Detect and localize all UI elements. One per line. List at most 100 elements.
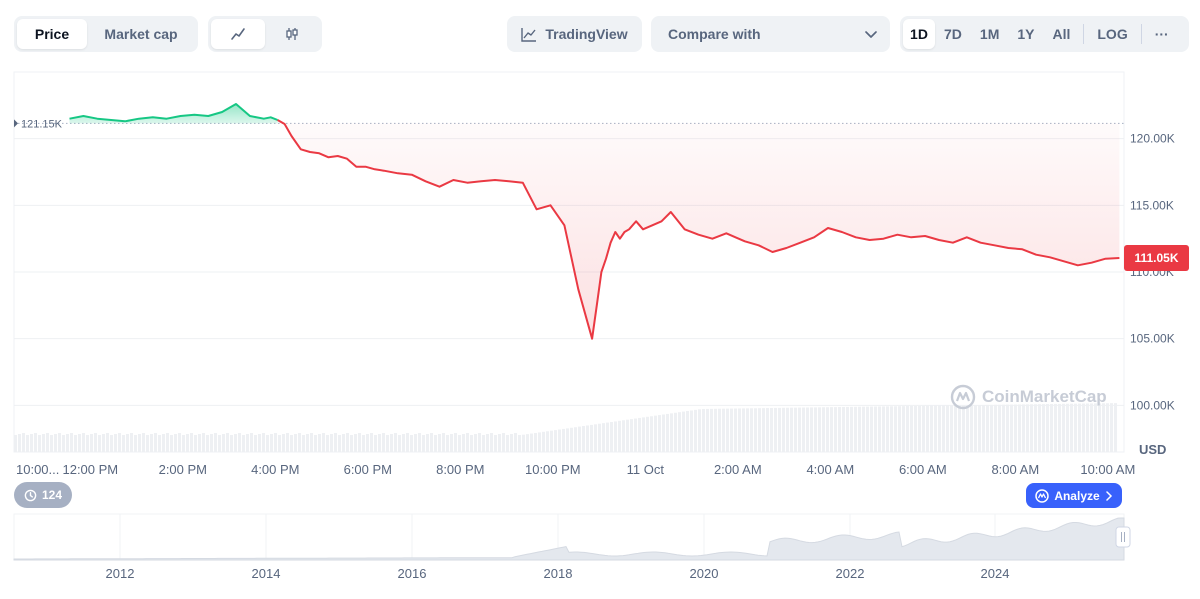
- volume-bar: [262, 433, 265, 452]
- volume-bar: [750, 408, 753, 452]
- volume-bar: [270, 434, 273, 452]
- range-all-button[interactable]: All: [1052, 26, 1071, 42]
- volume-bar: [1090, 403, 1093, 452]
- volume-bar: [606, 422, 609, 452]
- line-chart-button[interactable]: [211, 19, 265, 49]
- volume-bar: [134, 435, 137, 452]
- volume-bar: [914, 405, 917, 452]
- volume-bar: [810, 407, 813, 452]
- x-tick-label: 4:00 PM: [251, 462, 299, 477]
- volume-bar: [698, 409, 701, 452]
- volume-bar: [398, 435, 401, 452]
- volume-bar: [598, 423, 601, 452]
- market-cap-tab[interactable]: Market cap: [104, 26, 178, 42]
- volume-bar: [866, 406, 869, 452]
- volume-bar: [394, 433, 397, 452]
- volume-bar: [794, 407, 797, 452]
- volume-bar: [42, 434, 45, 452]
- volume-bar: [634, 418, 637, 452]
- volume-bar: [618, 420, 621, 452]
- volume-bar: [446, 435, 449, 452]
- volume-bar: [46, 433, 49, 452]
- volume-bar: [874, 406, 877, 452]
- volume-bar: [434, 435, 437, 452]
- volume-bar: [390, 434, 393, 452]
- volume-bar: [558, 429, 561, 452]
- tradingview-button[interactable]: TradingView: [507, 16, 642, 52]
- volume-bar: [738, 408, 741, 452]
- volume-bar: [622, 420, 625, 452]
- volume-bar: [786, 407, 789, 452]
- price-tab[interactable]: Price: [17, 19, 87, 49]
- volume-bar: [314, 435, 317, 452]
- volume-bar: [150, 434, 153, 452]
- volume-bar: [514, 433, 517, 452]
- analyze-button[interactable]: Analyze: [1026, 483, 1122, 508]
- volume-bar: [186, 434, 189, 452]
- range-1y-button[interactable]: 1Y: [1017, 26, 1035, 42]
- volume-bar: [250, 433, 253, 452]
- volume-bar: [338, 435, 341, 452]
- volume-bar: [690, 410, 693, 452]
- volume-bar: [238, 433, 241, 452]
- volume-bar: [322, 433, 325, 452]
- volume-bar: [466, 433, 469, 452]
- volume-bar: [474, 434, 477, 452]
- volume-bar: [1014, 404, 1017, 452]
- volume-bar: [682, 411, 685, 452]
- volume-bar: [254, 435, 257, 452]
- volume-bar: [266, 435, 269, 452]
- price-area-down: [277, 120, 1120, 339]
- more-options-button[interactable]: ···: [1154, 26, 1169, 42]
- volume-bar: [478, 433, 481, 452]
- volume-bar: [350, 435, 353, 452]
- trend-line-icon: [521, 28, 537, 42]
- volume-bar: [858, 406, 861, 452]
- volume-bar: [902, 406, 905, 452]
- volume-bar: [130, 433, 133, 452]
- volume-bar: [362, 435, 365, 452]
- y-tick-label: 120.00K: [1130, 132, 1175, 146]
- volume-bar: [574, 427, 577, 452]
- volume-bar: [198, 434, 201, 452]
- x-tick-label: 8:00 AM: [991, 462, 1039, 477]
- volume-bar: [1086, 403, 1089, 452]
- price-chart[interactable]: 100.00K105.00K110.00K115.00K120.00KUSD12…: [0, 60, 1200, 599]
- volume-bar: [418, 433, 421, 452]
- volume-bar: [862, 406, 865, 452]
- y-tick-label: 105.00K: [1130, 332, 1175, 346]
- volume-bar: [1054, 403, 1057, 452]
- volume-bar: [210, 434, 213, 452]
- line-chart-icon: [231, 28, 245, 40]
- volume-bar: [726, 408, 729, 452]
- volume-bar: [954, 405, 957, 452]
- volume-bar: [378, 434, 381, 452]
- range-7d-button[interactable]: 7D: [944, 26, 962, 42]
- volume-bar: [870, 406, 873, 452]
- log-scale-button[interactable]: LOG: [1097, 26, 1128, 42]
- tradingview-label: TradingView: [545, 26, 628, 42]
- history-clock-icon: [24, 489, 37, 501]
- volume-bar: [958, 405, 961, 452]
- volume-bar: [1102, 403, 1105, 452]
- chevron-right-icon: [1105, 490, 1112, 501]
- compare-with-dropdown[interactable]: Compare with: [651, 16, 890, 52]
- volume-bar: [82, 433, 85, 452]
- history-counter-badge[interactable]: 124: [14, 482, 72, 508]
- volume-bar: [562, 428, 565, 452]
- volume-bar: [242, 435, 245, 452]
- volume-bar: [854, 406, 857, 452]
- volume-bar: [1058, 403, 1061, 452]
- range-1m-button[interactable]: 1M: [979, 26, 1000, 42]
- chart-toolbar: Price Market cap TradingView Compare wit…: [0, 14, 1200, 54]
- analyze-label: Analyze: [1054, 488, 1100, 503]
- volume-bar: [938, 405, 941, 452]
- overview-tick-label: 2014: [252, 566, 281, 581]
- range-1d-button[interactable]: 1D: [903, 19, 935, 49]
- candlestick-button[interactable]: [265, 19, 319, 49]
- volume-bar: [1006, 404, 1009, 452]
- price-area-up: [69, 104, 278, 124]
- volume-bars: [14, 403, 1117, 452]
- volume-bar: [494, 435, 497, 452]
- volume-bar: [670, 413, 673, 452]
